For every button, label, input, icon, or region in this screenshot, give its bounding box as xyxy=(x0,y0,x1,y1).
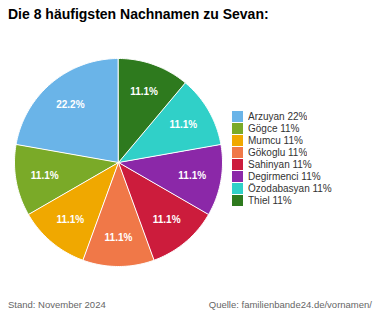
svg-text:11.1%: 11.1% xyxy=(153,214,181,225)
html-text:Arzuyan 22%: Arzuyan 22% xyxy=(248,111,308,122)
html-text:Die 8 häufigsten Nachnamen zu: Die 8 häufigsten Nachnamen zu Sevan: xyxy=(8,6,269,22)
svg-text:11.1%: 11.1% xyxy=(169,119,197,130)
svg-text:22.2%: 22.2% xyxy=(56,99,84,110)
html-text:Gökoglu 11%: Gökoglu 11% xyxy=(248,147,308,158)
html-text:Thiel 11%: Thiel 11% xyxy=(248,195,292,206)
html-text:Gögce 11%: Gögce 11% xyxy=(248,123,300,134)
svg-text:11.1%: 11.1% xyxy=(56,214,84,225)
html-text:Sahinyan 11%: Sahinyan 11% xyxy=(248,159,312,170)
svg-text:11.1%: 11.1% xyxy=(178,169,206,180)
svg-text:11.1%: 11.1% xyxy=(105,231,133,242)
html-text:Özodabasyan 11%: Özodabasyan 11% xyxy=(248,183,332,194)
html-text:Stand: November 2024: Stand: November 2024 xyxy=(8,299,106,310)
html-text:Quelle: familienbande24.de/vor: Quelle: familienbande24.de/vornamen/ xyxy=(208,299,372,310)
svg-text:11.1%: 11.1% xyxy=(31,169,59,180)
html-text:Degirmenci 11%: Degirmenci 11% xyxy=(248,171,321,182)
html-text:Mumcu 11%: Mumcu 11% xyxy=(248,135,303,146)
svg-text:11.1%: 11.1% xyxy=(130,86,158,97)
